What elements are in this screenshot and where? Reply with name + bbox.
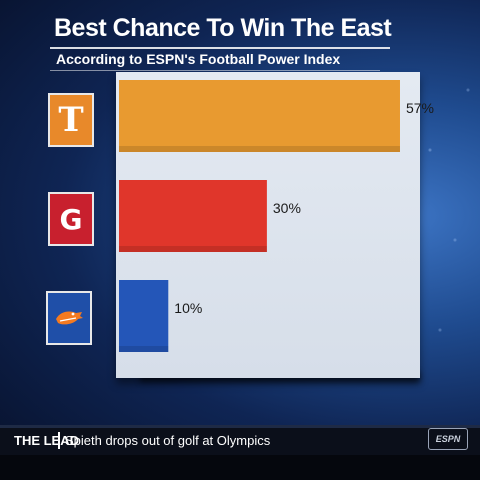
bar-g [119,180,267,252]
data-label-g: 30% [273,200,301,216]
bars-layer: 57% 30% 10% [119,80,434,352]
tennessee-logo-letter: T [58,100,84,140]
ticker-border [0,425,480,428]
bar-shade-t [119,146,400,152]
tennessee-logo: T [48,93,94,147]
bottom-bezel [0,455,480,480]
title-divider [50,47,390,49]
florida-logo [46,291,92,345]
bar-f [119,280,169,352]
bar-shade-f [119,346,169,352]
news-ticker [0,425,480,455]
chart-subtitle: According to ESPN's Football Power Index [56,51,341,67]
bar-shade-g [119,246,267,252]
chart-title: Best Chance To Win The East [54,14,392,42]
data-label-t: 57% [406,100,434,116]
ticker-separator [58,432,60,449]
florida-gator-logo-icon [52,299,86,337]
ticker-headline: Spieth drops out of golf at Olympics [65,433,271,448]
ticker-label: THE LEAD [14,433,79,448]
subtitle-divider [50,70,380,71]
data-label-f: 10% [174,300,202,316]
georgia-logo: G [48,192,94,246]
tennessee-t-logo-icon: T [54,100,88,140]
gator-head-icon [56,311,83,325]
georgia-logo-letter: G [59,202,83,236]
georgia-g-logo-icon: G [54,200,88,238]
bar-t [119,80,400,152]
espn-network-logo-icon: ESPN [428,428,468,450]
